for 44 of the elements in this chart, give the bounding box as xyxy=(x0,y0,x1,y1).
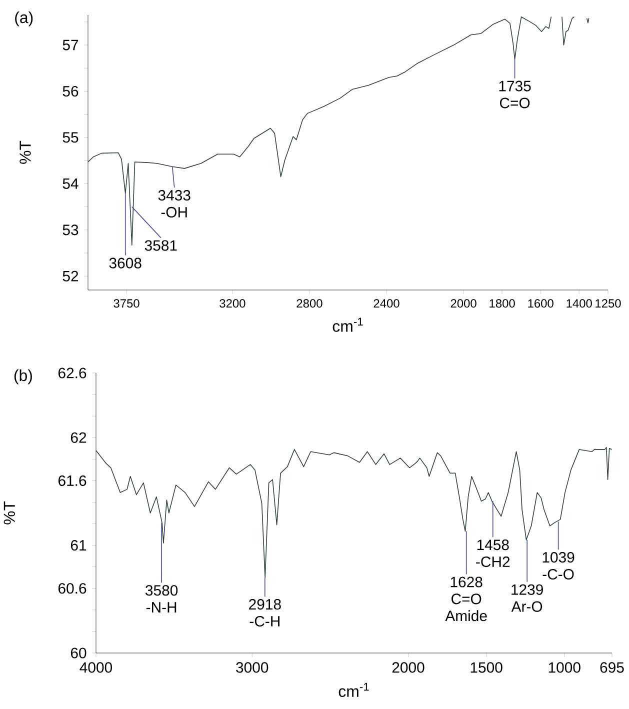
y-tick-label: 53 xyxy=(62,224,78,236)
annotation: 3580 -N-H xyxy=(146,585,178,612)
x-tick-label: 2400 xyxy=(374,299,400,308)
x-tick-label: 1000 xyxy=(548,662,580,673)
y-tick-label: 60.6 xyxy=(58,583,86,594)
y-tick-label: 57 xyxy=(62,40,78,50)
annotation: 1039 -C-O xyxy=(542,552,574,580)
annotation: 1628 C=O Amide xyxy=(445,576,487,622)
annotation: 3608 xyxy=(109,258,142,268)
annotation: 2918 -C-H xyxy=(249,599,281,627)
y-axis-title: %T xyxy=(20,140,31,164)
x-tick-label: 3000 xyxy=(236,662,268,673)
annotation: 3581 xyxy=(144,240,177,251)
x-tick-label: 1800 xyxy=(490,299,515,308)
chart-title: (b) xyxy=(14,369,32,384)
annotation: 1458 -CH2 xyxy=(476,540,510,568)
x-tick-label: 1500 xyxy=(470,662,502,673)
y-tick-label: 62 xyxy=(70,432,86,443)
x-tick-label: 3200 xyxy=(220,299,246,308)
annotation: 1735 C=O xyxy=(499,80,531,108)
y-tick-label: 52 xyxy=(62,270,78,282)
y-tick-label: 62.6 xyxy=(58,368,86,378)
y-tick-label: 60 xyxy=(70,648,86,658)
y-tick-label: 55 xyxy=(62,132,78,143)
x-tick-label: 695 xyxy=(600,662,624,673)
x-axis-title: cm$^{-1}$ xyxy=(338,682,369,697)
x-tick-label: 1400 xyxy=(566,299,592,308)
x-tick-label: 2800 xyxy=(296,299,322,308)
x-tick-label: 2000 xyxy=(392,662,424,673)
y-tick-label: 61 xyxy=(70,540,86,551)
y-axis-title: %T xyxy=(4,501,15,524)
y-tick-label: 61.6 xyxy=(58,475,86,486)
line-series xyxy=(96,446,612,578)
x-tick-label: 2000 xyxy=(450,299,476,308)
chart-title: (a) xyxy=(15,11,33,26)
annotation: 1239 Ar-O xyxy=(511,584,543,612)
y-tick-label: 54 xyxy=(62,178,78,189)
annotation: 3433 -OH xyxy=(158,190,190,218)
x-tick-label: 1600 xyxy=(528,299,554,308)
x-tick-label: 3750 xyxy=(114,299,140,308)
x-tick-label: 4000 xyxy=(80,662,112,673)
x-axis-title: cm$^{-1}$ xyxy=(332,318,363,332)
y-tick-label: 56 xyxy=(62,86,78,97)
x-tick-label: 1250 xyxy=(596,299,621,308)
